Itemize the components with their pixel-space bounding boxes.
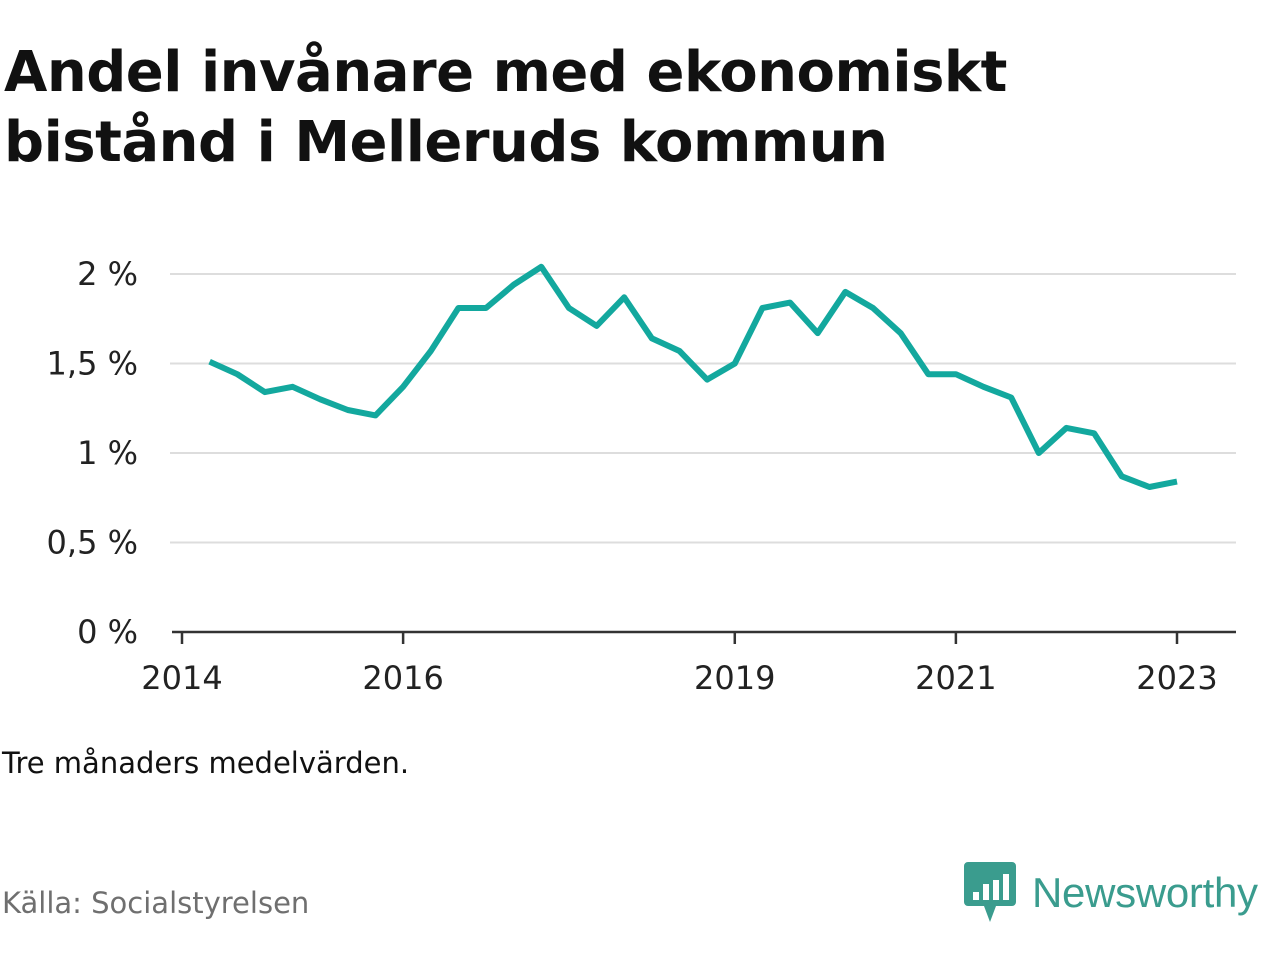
x-axis	[172, 630, 1236, 644]
x-tick-label: 2021	[915, 659, 996, 697]
newsworthy-logo-icon	[964, 862, 1016, 922]
y-tick-label: 1,5 %	[47, 345, 138, 383]
chart-title: Andel invånare med ekonomiskt bistånd i …	[4, 40, 1007, 175]
series-layer	[208, 263, 1178, 490]
gridlines	[170, 273, 1236, 544]
x-tick-label: 2016	[362, 659, 443, 697]
series-line	[208, 263, 1178, 490]
x-tick-label: 2019	[694, 659, 775, 697]
y-tick-label: 0 %	[77, 613, 138, 651]
brand-logo: Newsworthy	[964, 862, 1258, 924]
x-axis-labels: 2014 2016 2019 2021 2023	[141, 659, 1217, 697]
chart-note: Tre månaders medelvärden.	[2, 746, 410, 780]
brand-name: Newsworthy	[1032, 869, 1258, 916]
y-axis-labels: 0 % 0,5 % 1 % 1,5 % 2 %	[47, 255, 138, 651]
y-tick-label: 1 %	[77, 434, 138, 472]
source-text: Källa: Socialstyrelsen	[2, 886, 310, 920]
x-tick-label: 2023	[1136, 659, 1217, 697]
y-tick-label: 0,5 %	[47, 524, 138, 562]
y-tick-label: 2 %	[77, 255, 138, 293]
line-chart: 0 % 0,5 % 1 % 1,5 % 2 % 2014 2016 2019 2021 2023	[47, 255, 1236, 697]
x-tick-label: 2014	[141, 659, 222, 697]
